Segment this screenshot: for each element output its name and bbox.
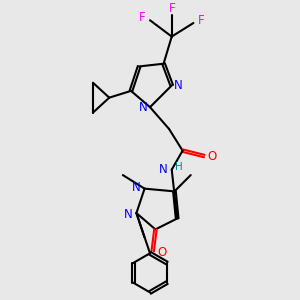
Text: F: F [168,2,175,14]
Text: N: N [174,79,183,92]
Text: O: O [158,246,167,259]
Text: N: N [159,163,168,176]
Text: H: H [175,162,182,172]
Text: F: F [139,11,145,24]
Text: F: F [198,14,205,27]
Text: N: N [124,208,133,221]
Text: N: N [132,181,141,194]
Text: O: O [208,150,217,163]
Text: N: N [139,101,148,114]
